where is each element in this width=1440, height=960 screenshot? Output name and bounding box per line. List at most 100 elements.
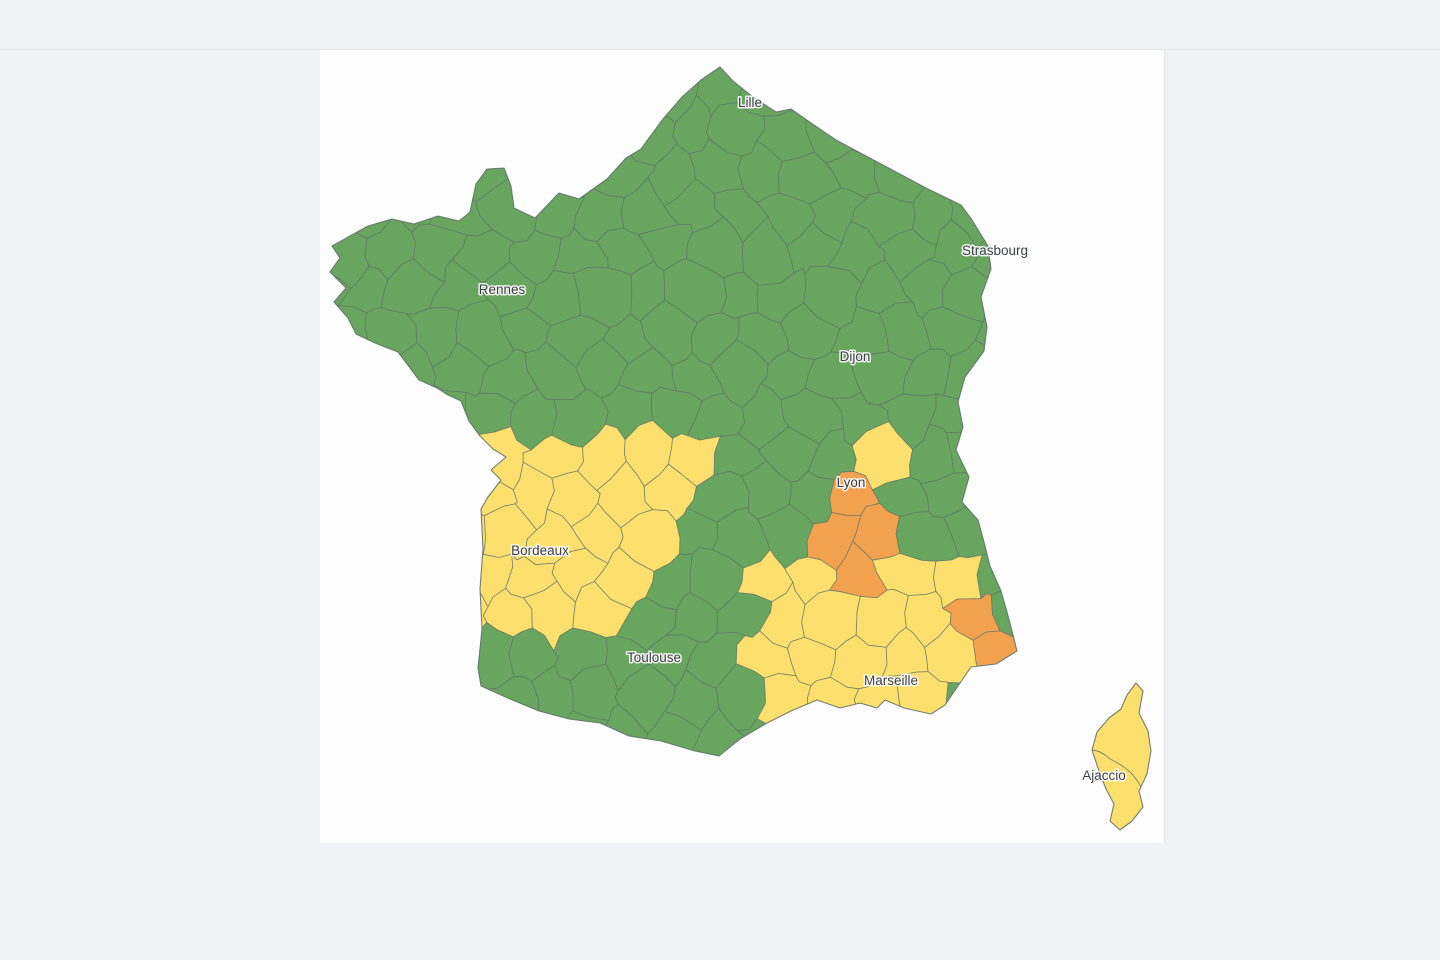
- department-cell[interactable]: [320, 184, 353, 243]
- department-cell[interactable]: [570, 102, 626, 151]
- department-cell[interactable]: [431, 512, 486, 570]
- department-cell[interactable]: [669, 758, 718, 811]
- department-cell[interactable]: [1038, 50, 1095, 81]
- department-cell[interactable]: [384, 584, 438, 645]
- department-cell[interactable]: [320, 138, 321, 192]
- department-cell[interactable]: [1024, 306, 1076, 358]
- department-cell[interactable]: [320, 341, 346, 408]
- department-cell[interactable]: [882, 70, 923, 113]
- department-cell[interactable]: [977, 61, 1029, 125]
- department-cell[interactable]: [578, 50, 634, 83]
- department-cell[interactable]: [369, 468, 415, 521]
- france-weather-vigilance-map[interactable]: Lille Strasbourg Rennes Dijon Lyon Borde…: [320, 50, 1164, 843]
- department-cell[interactable]: [991, 95, 1049, 167]
- department-cell[interactable]: [320, 70, 327, 118]
- department-cell[interactable]: [320, 678, 353, 730]
- department-cell[interactable]: [944, 109, 996, 163]
- department-cell[interactable]: [407, 139, 467, 192]
- department-cell[interactable]: [407, 710, 461, 765]
- department-cell[interactable]: [545, 710, 610, 767]
- department-cell[interactable]: [336, 593, 393, 649]
- department-cell[interactable]: [1037, 343, 1095, 397]
- department-cell[interactable]: [389, 511, 441, 561]
- department-cell[interactable]: [945, 678, 1005, 718]
- department-cell[interactable]: [456, 706, 504, 772]
- department-cell[interactable]: [967, 151, 1022, 193]
- department-cell[interactable]: [324, 624, 375, 691]
- department-cell[interactable]: [364, 144, 413, 206]
- department-cell[interactable]: [1041, 262, 1097, 329]
- department-cell[interactable]: [896, 50, 948, 80]
- department-cell[interactable]: [995, 672, 1047, 727]
- department-cell[interactable]: [384, 759, 433, 801]
- department-cell[interactable]: [482, 108, 539, 150]
- department-cell[interactable]: [967, 474, 1029, 521]
- department-cell[interactable]: [320, 67, 368, 114]
- department-cell[interactable]: [320, 428, 351, 485]
- department-cell[interactable]: [509, 137, 551, 202]
- department-cell[interactable]: [922, 708, 977, 771]
- department-cell[interactable]: [388, 100, 447, 156]
- department-cell[interactable]: [945, 50, 1008, 74]
- department-cell[interactable]: [430, 426, 482, 486]
- department-cell[interactable]: [349, 669, 394, 723]
- department-cell[interactable]: [320, 747, 353, 812]
- corsica-island[interactable]: [1092, 683, 1151, 830]
- department-cell[interactable]: [991, 501, 1047, 571]
- department-cell[interactable]: [884, 714, 930, 763]
- department-cell[interactable]: [628, 50, 679, 85]
- department-cell[interactable]: [817, 50, 851, 80]
- department-cell[interactable]: [1039, 757, 1101, 815]
- department-cell[interactable]: [365, 379, 420, 450]
- department-cell[interactable]: [427, 749, 492, 804]
- department-cell[interactable]: [1016, 546, 1075, 604]
- department-cell[interactable]: [346, 50, 389, 85]
- department-cell[interactable]: [321, 713, 370, 768]
- department-cell[interactable]: [999, 181, 1046, 248]
- department-cell[interactable]: [320, 715, 322, 769]
- department-cell[interactable]: [899, 109, 958, 150]
- department-cell[interactable]: [832, 56, 886, 124]
- departments-layer[interactable]: [320, 50, 1102, 815]
- department-cell[interactable]: [975, 388, 1023, 445]
- department-cell[interactable]: [453, 65, 514, 123]
- department-cell[interactable]: [333, 101, 396, 152]
- department-cell[interactable]: [789, 57, 837, 118]
- department-cell[interactable]: [1023, 62, 1068, 117]
- department-cell[interactable]: [995, 433, 1048, 484]
- department-cell[interactable]: [920, 56, 983, 120]
- department-cell[interactable]: [320, 396, 327, 447]
- department-cell[interactable]: [825, 713, 892, 769]
- department-cell[interactable]: [381, 50, 444, 82]
- department-cell[interactable]: [615, 760, 673, 806]
- department-cell[interactable]: [428, 50, 488, 80]
- department-cell[interactable]: [971, 709, 1030, 764]
- department-cell[interactable]: [386, 679, 446, 723]
- department-cell[interactable]: [850, 753, 912, 811]
- department-cell[interactable]: [1001, 753, 1046, 802]
- department-cell[interactable]: [553, 56, 606, 123]
- department-cell[interactable]: [406, 541, 472, 604]
- department-cell[interactable]: [926, 146, 982, 191]
- department-cell[interactable]: [384, 431, 441, 479]
- department-cell[interactable]: [760, 50, 820, 85]
- department-cell[interactable]: [770, 757, 814, 807]
- department-cell[interactable]: [995, 272, 1044, 316]
- department-cell[interactable]: [430, 678, 486, 729]
- department-cell[interactable]: [1025, 711, 1063, 773]
- department-cell[interactable]: [1043, 97, 1087, 166]
- department-cell[interactable]: [900, 749, 961, 815]
- department-cell[interactable]: [527, 103, 582, 164]
- department-cell[interactable]: [339, 502, 396, 570]
- department-cell[interactable]: [320, 297, 331, 361]
- department-cell[interactable]: [523, 747, 573, 799]
- department-cell[interactable]: [320, 473, 331, 521]
- department-cell[interactable]: [567, 760, 622, 804]
- department-cell[interactable]: [320, 218, 323, 280]
- department-cell[interactable]: [485, 50, 538, 83]
- department-cell[interactable]: [335, 755, 389, 809]
- department-cell[interactable]: [407, 633, 469, 688]
- department-cell[interactable]: [325, 463, 373, 528]
- department-cell[interactable]: [320, 147, 368, 208]
- department-cell[interactable]: [409, 461, 467, 529]
